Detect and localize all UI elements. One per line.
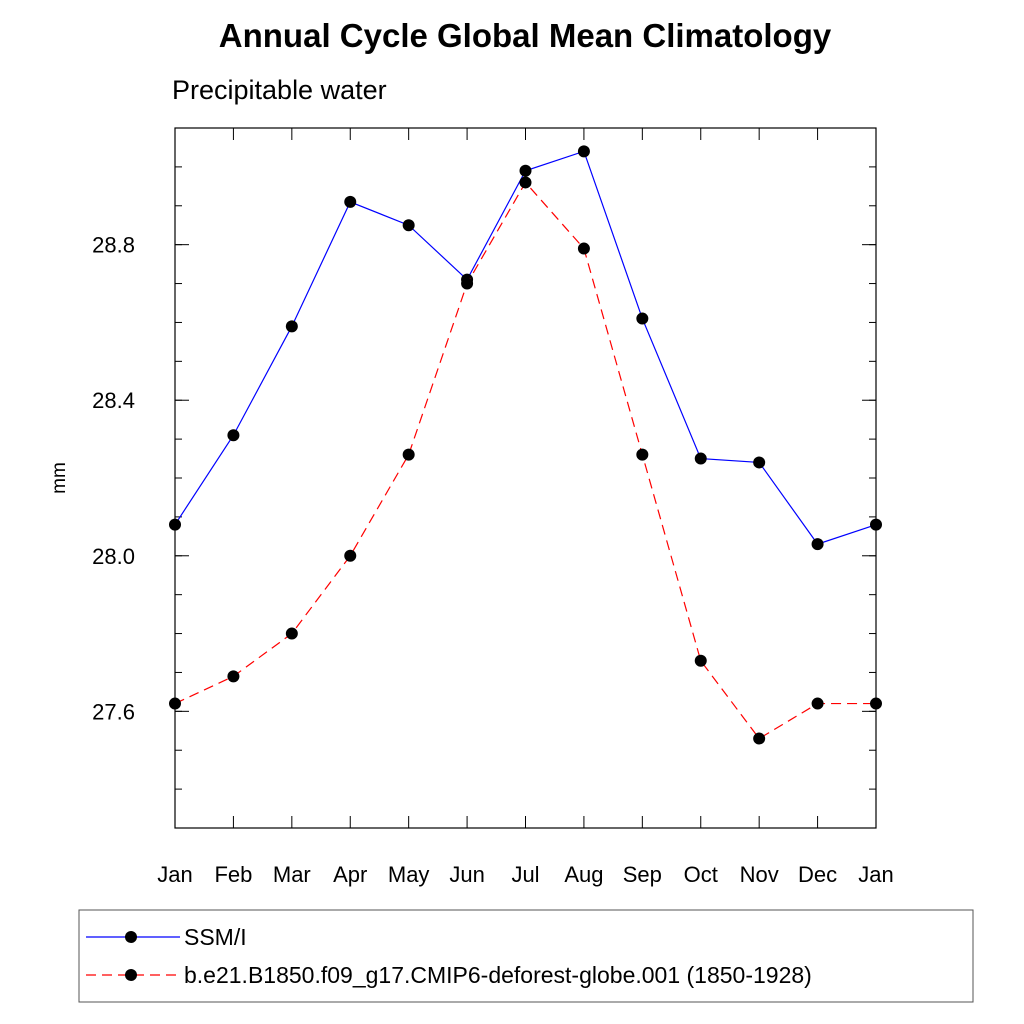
legend-label: SSM/I: [184, 924, 247, 950]
series-2: [169, 176, 882, 745]
series-line: [174, 181, 876, 740]
x-tick-label: Oct: [684, 862, 718, 887]
legend-entry-2: b.e21.B1850.f09_g17.CMIP6-deforest-globe…: [86, 962, 812, 988]
legend-marker: [125, 969, 137, 981]
chart-title: Annual Cycle Global Mean Climatology: [219, 17, 832, 54]
data-point: [519, 164, 532, 177]
series-line: [174, 150, 877, 545]
x-tick-label: May: [388, 862, 430, 887]
x-tick-label: Nov: [740, 862, 779, 887]
x-tick-label: Apr: [333, 862, 367, 887]
data-point: [344, 549, 357, 562]
x-tick-label: Aug: [564, 862, 603, 887]
data-point: [402, 448, 415, 461]
data-point: [169, 697, 181, 710]
data-point: [461, 277, 474, 290]
data-point: [694, 654, 707, 667]
data-point: [577, 242, 590, 255]
x-tick-label: Mar: [273, 862, 311, 887]
x-tick-label: Sep: [623, 862, 662, 887]
x-tick-label: Dec: [798, 862, 837, 887]
axis-ticks: [174, 127, 877, 829]
legend-entry-1: SSM/I: [86, 924, 247, 950]
data-point: [811, 697, 824, 710]
x-tick-label: Jul: [511, 862, 539, 887]
x-tick-label: Jan: [157, 862, 192, 887]
data-point: [636, 312, 649, 325]
legend-items: SSM/I b.e21.B1850.f09_g17.CMIP6-deforest-…: [86, 924, 812, 988]
chart-subtitle: Precipitable water: [172, 75, 387, 105]
x-tick-label: Feb: [214, 862, 252, 887]
data-point: [753, 732, 766, 745]
y-tick-label: 28.8: [92, 233, 135, 258]
y-axis-label: mm: [49, 462, 70, 494]
legend-label: b.e21.B1850.f09_g17.CMIP6-deforest-globe…: [184, 962, 812, 988]
data-point: [636, 448, 649, 461]
data-point: [811, 538, 824, 551]
data-point: [870, 697, 882, 710]
data-point: [519, 176, 532, 189]
legend-box: [78, 909, 974, 1003]
y-tick-label: 28.4: [92, 388, 135, 413]
series-1: [169, 145, 882, 551]
data-point: [694, 452, 707, 465]
data-point: [870, 518, 882, 531]
data-point: [227, 429, 240, 442]
y-tick-labels: 27.6 28.0 28.4 28.8: [92, 233, 135, 725]
data-point: [285, 627, 298, 640]
legend: SSM/I b.e21.B1850.f09_g17.CMIP6-deforest-…: [78, 909, 974, 1003]
y-tick-label: 27.6: [92, 699, 135, 724]
y-tick-label: 28.0: [92, 544, 135, 569]
data-point: [344, 195, 357, 208]
data-point: [402, 219, 415, 232]
data-point: [227, 670, 240, 683]
x-tick-label: Jan: [858, 862, 893, 887]
data-point: [577, 145, 590, 158]
data-point: [285, 320, 298, 333]
legend-marker: [125, 931, 137, 943]
data-point: [169, 518, 181, 531]
data-point: [753, 456, 766, 469]
x-tick-label: Jun: [449, 862, 484, 887]
series-layer: [169, 145, 882, 745]
x-tick-labels: Jan Feb Mar Apr May Jun Jul Aug Sep Oct Nov Dec Jan: [157, 862, 893, 887]
